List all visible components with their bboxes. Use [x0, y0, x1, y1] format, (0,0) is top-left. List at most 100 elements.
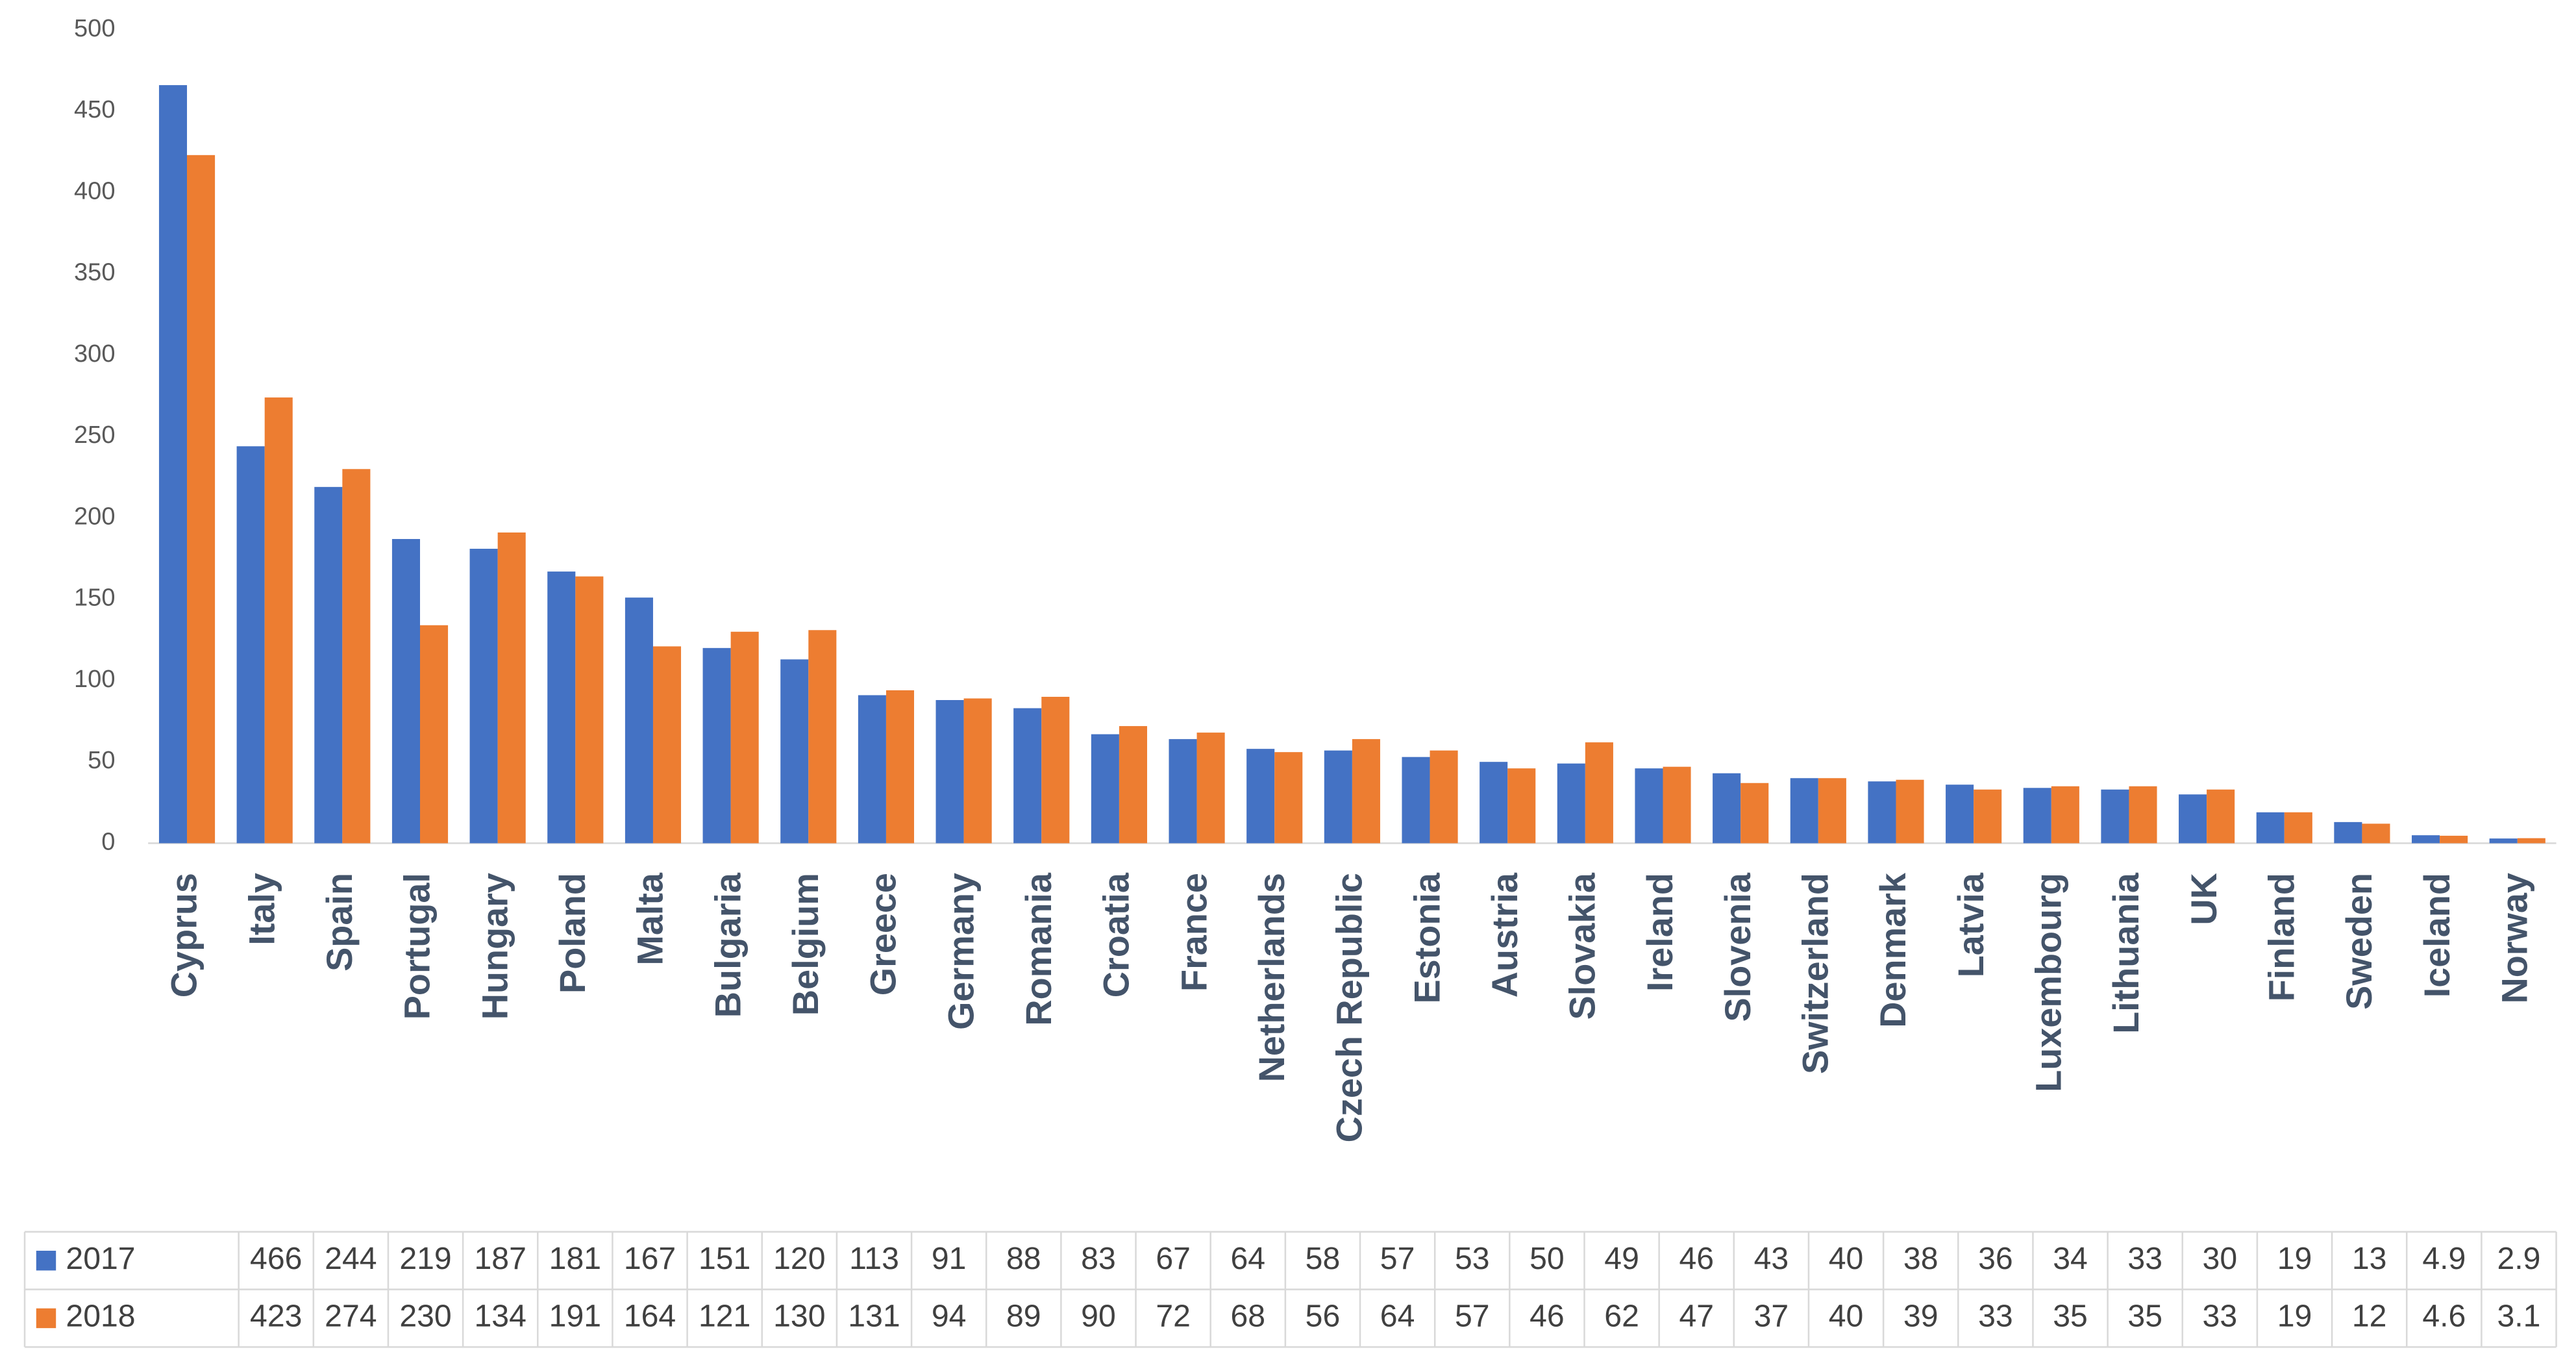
x-tick-label: Switzerland: [1796, 873, 1836, 1074]
x-tick-label: UK: [2184, 873, 2224, 925]
bar: [575, 576, 604, 844]
table-cell: 130: [773, 1299, 825, 1334]
bar: [2101, 789, 2129, 844]
table-cell: 113: [849, 1241, 899, 1276]
bar: [1974, 789, 2002, 844]
bar: [2334, 821, 2362, 844]
bar: [2207, 789, 2235, 844]
table-cell: 64: [1231, 1241, 1266, 1276]
table-cell: 35: [2053, 1299, 2088, 1334]
bar: [187, 155, 216, 844]
table-cell: 19: [2277, 1241, 2312, 1276]
table-cell: 40: [1829, 1241, 1864, 1276]
bar: [1246, 749, 1275, 844]
table-cell: 274: [325, 1299, 377, 1334]
table-cell: 4.9: [2422, 1241, 2466, 1276]
bar: [1663, 766, 1691, 844]
x-tick-label: Austria: [1485, 872, 1525, 997]
table-cell: 134: [475, 1299, 526, 1334]
bar: [2362, 823, 2390, 844]
bar: [963, 698, 992, 844]
bar: [2129, 786, 2157, 844]
bar: [808, 630, 837, 844]
y-tick-label: 400: [74, 177, 115, 205]
x-tick-label: Ireland: [1640, 873, 1680, 992]
y-tick-label: 250: [74, 421, 115, 449]
table-cell: 151: [699, 1241, 750, 1276]
table-cell: 47: [1679, 1299, 1714, 1334]
bar: [2179, 794, 2207, 844]
bar: [1013, 708, 1042, 844]
bar: [1274, 752, 1303, 844]
table-cell: 88: [1006, 1241, 1041, 1276]
table-cell: 58: [1306, 1241, 1341, 1276]
x-tick-label: Denmark: [1873, 872, 1913, 1028]
bar: [2412, 835, 2440, 844]
table-cell: 30: [2203, 1241, 2238, 1276]
table-cell: 4.6: [2422, 1299, 2466, 1334]
bar: [1585, 742, 1613, 844]
x-tick-label: Luxembourg: [2029, 873, 2069, 1092]
bar: [469, 549, 498, 844]
legend-label: 2017: [66, 1241, 135, 1276]
bar: [935, 699, 964, 844]
table-cell: 35: [2127, 1299, 2162, 1334]
bar: [702, 647, 731, 844]
table-cell: 40: [1829, 1299, 1864, 1334]
bar: [886, 690, 915, 844]
table-cell: 13: [2352, 1241, 2387, 1276]
legend-label: 2018: [66, 1299, 135, 1334]
bar: [1713, 773, 1741, 844]
table-cell: 187: [475, 1241, 526, 1276]
legend-swatch: [36, 1308, 56, 1329]
table-cell: 83: [1081, 1241, 1116, 1276]
table-cell: 191: [549, 1299, 601, 1334]
bar: [2489, 838, 2518, 844]
table-cell: 466: [250, 1241, 302, 1276]
table-cell: 90: [1081, 1299, 1116, 1334]
bar: [1635, 768, 1663, 844]
x-tick-label: France: [1174, 873, 1214, 992]
table-cell: 91: [932, 1241, 967, 1276]
table-cell: 36: [1978, 1241, 2013, 1276]
bar: [391, 538, 420, 844]
x-tick-label: Netherlands: [1252, 873, 1292, 1082]
table-cell: 230: [399, 1299, 451, 1334]
table-cell: 33: [1978, 1299, 2013, 1334]
table-cell: 68: [1231, 1299, 1266, 1334]
x-tick-label: Slovakia: [1563, 872, 1603, 1020]
table-cell: 57: [1380, 1241, 1415, 1276]
x-tick-label: Sweden: [2339, 873, 2379, 1010]
bar: [2517, 838, 2545, 844]
table-cell: 46: [1679, 1241, 1714, 1276]
table-cell: 38: [1903, 1241, 1938, 1276]
bar: [158, 85, 188, 844]
table-cell: 53: [1455, 1241, 1490, 1276]
bar: [1790, 778, 1818, 844]
bar: [1868, 781, 1896, 844]
table-cell: 2.9: [2497, 1241, 2541, 1276]
table-cell: 34: [2053, 1241, 2088, 1276]
y-tick-label: 500: [74, 15, 115, 42]
y-tick-label: 0: [101, 828, 115, 855]
bar: [1557, 763, 1585, 844]
x-tick-label: Croatia: [1096, 872, 1137, 997]
bar: [547, 571, 576, 844]
bar: [1169, 739, 1197, 844]
table-cell: 131: [848, 1299, 900, 1334]
table-cell: 19: [2277, 1299, 2312, 1334]
y-tick-label: 150: [74, 584, 115, 612]
legend-swatch: [36, 1250, 56, 1271]
x-tick-label: Belgium: [786, 873, 826, 1016]
x-tick-label: Bulgaria: [708, 872, 748, 1018]
table-cell: 39: [1903, 1299, 1938, 1334]
x-tick-label: Norway: [2494, 873, 2534, 1003]
x-tick-label: Greece: [863, 873, 904, 996]
bar: [1818, 778, 1846, 844]
x-tick-label: Cyprus: [164, 873, 204, 997]
table-cell: 244: [325, 1241, 377, 1276]
y-tick-label: 350: [74, 259, 115, 286]
table-cell: 33: [2127, 1241, 2162, 1276]
